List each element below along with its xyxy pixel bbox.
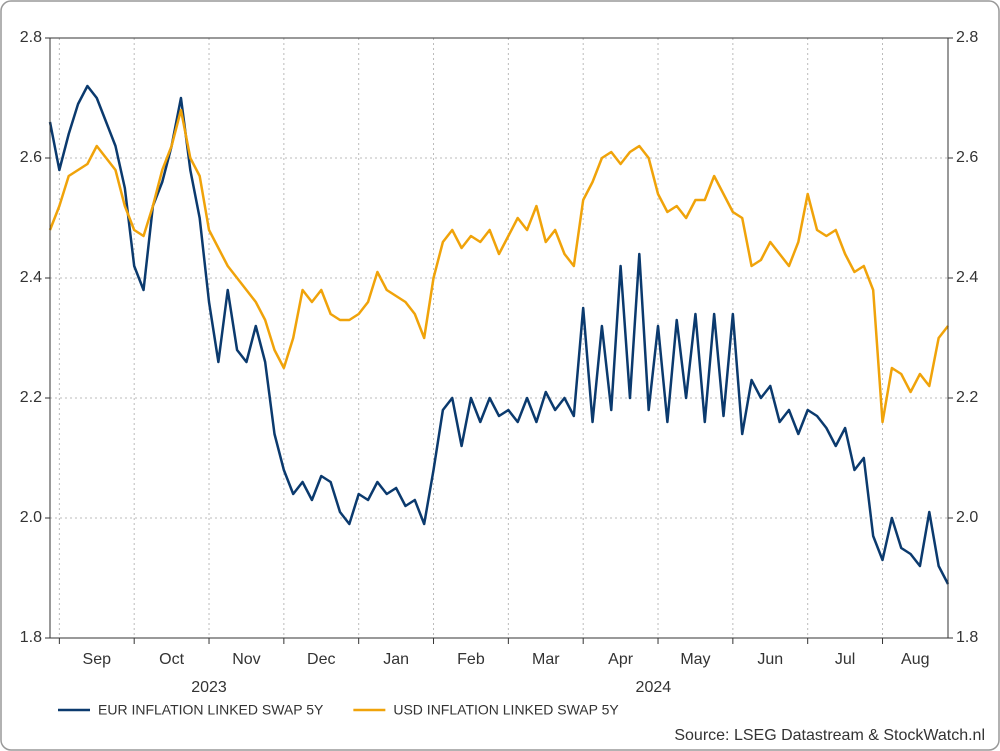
- y-tick-label: 2.6: [20, 149, 42, 166]
- legend-label: USD INFLATION LINKED SWAP 5Y: [393, 702, 619, 718]
- y-tick-label: 2.8: [20, 29, 42, 46]
- x-tick-label: Dec: [307, 651, 335, 668]
- year-label: 2024: [636, 679, 672, 696]
- y2-tick-label: 2.4: [956, 269, 978, 286]
- series-line: [48, 84, 950, 585]
- source: Source: LSEG Datastream & StockWatch.nl: [674, 727, 985, 744]
- y-tick-label: 2.0: [20, 509, 42, 526]
- y-tick-label: 2.2: [20, 389, 42, 406]
- x-tick-label: Jul: [835, 651, 855, 668]
- y2-tick-label: 2.2: [956, 389, 978, 406]
- x-tick-label: Sep: [83, 651, 112, 668]
- y-tick-label: 1.8: [20, 629, 42, 646]
- x-tick-label: Oct: [159, 651, 184, 668]
- lines: [48, 84, 950, 585]
- legend-label: EUR INFLATION LINKED SWAP 5Y: [98, 702, 324, 718]
- x-tick-label: Jun: [757, 651, 783, 668]
- y2-tick-label: 2.0: [956, 509, 978, 526]
- x-tick-label: Feb: [457, 651, 485, 668]
- x-tick-label: May: [680, 651, 710, 668]
- x-tick-label: Mar: [532, 651, 560, 668]
- plot-border: [49, 37, 949, 639]
- y2-tick-label: 2.8: [956, 29, 978, 46]
- series-line: [48, 108, 949, 424]
- x-tick-label: Aug: [901, 651, 929, 668]
- grid: [50, 38, 948, 638]
- x-tick-label: Jan: [383, 651, 409, 668]
- x-tick-label: Nov: [232, 651, 260, 668]
- y-tick-label: 2.4: [20, 269, 42, 286]
- x-tick-label: Apr: [608, 651, 634, 668]
- y2-tick-label: 2.6: [956, 149, 978, 166]
- y2-tick-label: 1.8: [956, 629, 978, 646]
- year-label: 2023: [191, 679, 227, 696]
